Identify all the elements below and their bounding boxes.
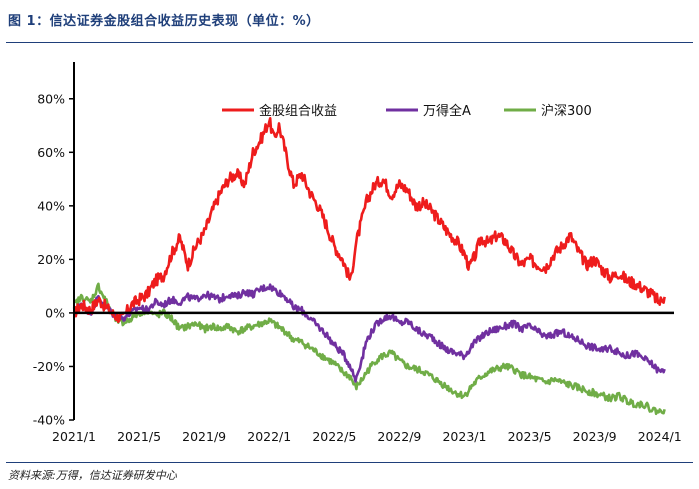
series-line-0 bbox=[72, 117, 666, 324]
x-tick-label: 2021/1 bbox=[52, 429, 96, 444]
y-tick-label: 20% bbox=[37, 252, 65, 267]
figure-title: 图 1：信达证券金股组合收益历史表现（单位：%） bbox=[8, 14, 320, 29]
x-tick-label: 2021/9 bbox=[182, 429, 226, 444]
y-tick-label: -20% bbox=[33, 359, 65, 374]
legend: 金股组合收益 万得全A 沪深300 bbox=[222, 103, 592, 119]
legend-label: 沪深300 bbox=[541, 103, 592, 119]
series-line-2 bbox=[73, 282, 666, 416]
x-tick-label: 2023/9 bbox=[573, 429, 617, 444]
x-tick-label: 2022/9 bbox=[377, 429, 421, 444]
x-tick-label: 2021/5 bbox=[117, 429, 161, 444]
legend-label: 金股组合收益 bbox=[259, 103, 337, 119]
legend-label: 万得全A bbox=[423, 103, 471, 119]
y-tick-label: -40% bbox=[33, 413, 65, 428]
x-tick-label: 2023/1 bbox=[442, 429, 486, 444]
source-rule bbox=[6, 462, 693, 463]
y-tick-label: 40% bbox=[37, 198, 65, 213]
x-tick-label: 2022/5 bbox=[312, 429, 356, 444]
series-line-1 bbox=[72, 283, 666, 383]
x-tick-label: 2022/1 bbox=[247, 429, 291, 444]
source-note: 资料来源:万得，信达证券研发中心 bbox=[8, 469, 177, 482]
y-tick-label: 0% bbox=[45, 305, 65, 320]
y-tick-label: 60% bbox=[37, 145, 65, 160]
x-tick-label: 2023/5 bbox=[508, 429, 552, 444]
y-tick-label: 80% bbox=[37, 91, 65, 106]
x-tick-label: 2024/1 bbox=[638, 429, 682, 444]
title-rule bbox=[6, 42, 693, 43]
